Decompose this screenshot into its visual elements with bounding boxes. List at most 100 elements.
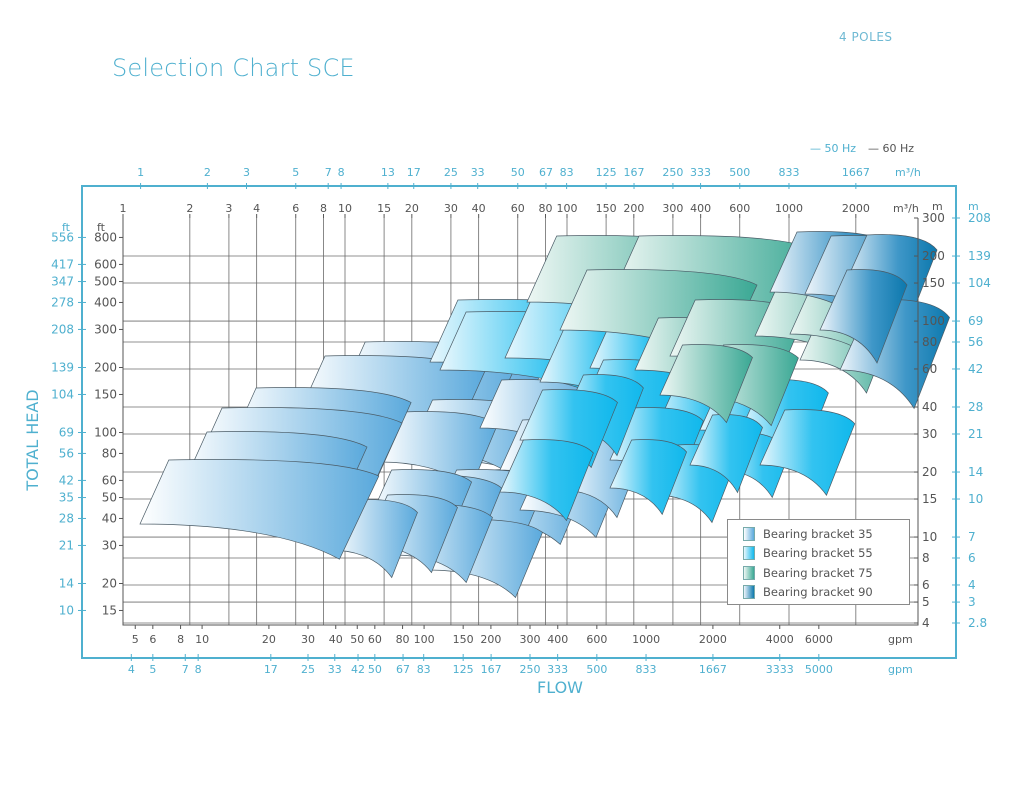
- svg-text:5: 5: [292, 166, 299, 179]
- svg-text:6: 6: [922, 578, 930, 592]
- svg-text:gpm: gpm: [888, 633, 913, 646]
- svg-text:28: 28: [968, 400, 983, 414]
- svg-text:5: 5: [922, 595, 930, 609]
- svg-text:4: 4: [128, 663, 135, 676]
- svg-text:4: 4: [253, 202, 260, 215]
- svg-text:3: 3: [243, 166, 250, 179]
- svg-text:125: 125: [596, 166, 617, 179]
- svg-text:300: 300: [922, 211, 945, 225]
- svg-text:600: 600: [729, 202, 750, 215]
- svg-text:6: 6: [968, 551, 976, 565]
- legend-50hz: — 50 Hz: [810, 142, 857, 155]
- svg-text:4: 4: [922, 616, 930, 630]
- svg-text:104: 104: [968, 276, 991, 290]
- svg-text:60: 60: [511, 202, 525, 215]
- svg-text:10: 10: [338, 202, 352, 215]
- svg-text:25: 25: [301, 663, 315, 676]
- svg-text:600: 600: [94, 257, 117, 271]
- svg-text:1667: 1667: [699, 663, 727, 676]
- svg-text:200: 200: [623, 202, 644, 215]
- svg-text:80: 80: [538, 202, 552, 215]
- svg-text:800: 800: [94, 230, 117, 244]
- svg-text:20: 20: [102, 576, 117, 590]
- svg-text:17: 17: [264, 663, 278, 676]
- svg-text:5000: 5000: [805, 663, 833, 676]
- svg-text:5: 5: [132, 633, 139, 646]
- svg-text:5: 5: [149, 663, 156, 676]
- axis-ticks: 1 2 3 4 6 8 10 15 20 30 40 60 80 100 150 200 300 400 600 10…: [51, 166, 991, 676]
- svg-text:10: 10: [922, 530, 937, 544]
- svg-text:600: 600: [586, 633, 607, 646]
- svg-text:3: 3: [225, 202, 232, 215]
- svg-text:8: 8: [177, 633, 184, 646]
- svg-text:1: 1: [137, 166, 144, 179]
- svg-text:ft: ft: [62, 221, 71, 234]
- svg-text:33: 33: [328, 663, 342, 676]
- svg-text:2: 2: [204, 166, 211, 179]
- svg-text:ft: ft: [97, 221, 106, 234]
- legend-item: Bearing bracket 75: [728, 563, 909, 583]
- svg-text:4: 4: [968, 578, 976, 592]
- svg-text:278: 278: [51, 295, 74, 309]
- svg-text:20: 20: [922, 465, 937, 479]
- bearing-bracket-90-swatch-icon: [743, 585, 755, 600]
- svg-text:200: 200: [94, 360, 117, 374]
- svg-text:8: 8: [195, 663, 202, 676]
- svg-text:250: 250: [520, 663, 541, 676]
- svg-text:30: 30: [102, 538, 117, 552]
- legend-item-label: Bearing bracket 90: [763, 585, 873, 600]
- svg-text:gpm: gpm: [888, 663, 913, 676]
- svg-text:150: 150: [94, 387, 117, 401]
- svg-text:150: 150: [453, 633, 474, 646]
- svg-text:83: 83: [417, 663, 431, 676]
- svg-text:20: 20: [405, 202, 419, 215]
- svg-text:56: 56: [59, 446, 74, 460]
- svg-text:150: 150: [596, 202, 617, 215]
- svg-text:104: 104: [51, 387, 74, 401]
- svg-text:m: m: [968, 200, 979, 213]
- svg-text:250: 250: [662, 166, 683, 179]
- svg-text:33: 33: [471, 166, 485, 179]
- bearing-bracket-75-swatch-icon: [743, 565, 755, 580]
- svg-text:400: 400: [690, 202, 711, 215]
- svg-text:139: 139: [968, 249, 991, 263]
- svg-text:6: 6: [149, 633, 156, 646]
- svg-text:208: 208: [968, 211, 991, 225]
- bearing-bracket-35-swatch-icon: [743, 526, 755, 541]
- svg-text:7: 7: [968, 530, 976, 544]
- svg-text:556: 556: [51, 230, 74, 244]
- svg-text:40: 40: [922, 400, 937, 414]
- legend-box: Bearing bracket 35 Bearing bracket 55 Bear…: [727, 519, 910, 605]
- svg-text:1: 1: [120, 202, 127, 215]
- svg-text:2000: 2000: [842, 202, 870, 215]
- svg-text:300: 300: [520, 633, 541, 646]
- svg-text:500: 500: [729, 166, 750, 179]
- svg-text:200: 200: [480, 633, 501, 646]
- svg-text:30: 30: [444, 202, 458, 215]
- svg-text:83: 83: [560, 166, 574, 179]
- svg-text:15: 15: [922, 492, 937, 506]
- svg-text:50: 50: [102, 491, 117, 505]
- x-axis-title: FLOW: [537, 678, 583, 697]
- svg-text:3333: 3333: [766, 663, 794, 676]
- svg-text:60: 60: [368, 633, 382, 646]
- svg-text:50: 50: [368, 663, 382, 676]
- svg-text:30: 30: [301, 633, 315, 646]
- svg-text:833: 833: [778, 166, 799, 179]
- poles-label: 4 POLES: [839, 30, 893, 44]
- svg-text:6000: 6000: [805, 633, 833, 646]
- axis-frames: [81, 185, 957, 659]
- svg-text:25: 25: [444, 166, 458, 179]
- svg-text:208: 208: [51, 322, 74, 336]
- svg-text:400: 400: [94, 295, 117, 309]
- legend-item-label: Bearing bracket 55: [763, 546, 873, 561]
- svg-text:15: 15: [377, 202, 391, 215]
- svg-text:28: 28: [59, 511, 74, 525]
- svg-text:8: 8: [320, 202, 327, 215]
- svg-text:35: 35: [59, 491, 74, 505]
- svg-text:80: 80: [102, 446, 117, 460]
- svg-text:347: 347: [51, 275, 74, 289]
- legend-60hz: — 60 Hz: [868, 142, 915, 155]
- svg-text:200: 200: [922, 249, 945, 263]
- svg-text:125: 125: [453, 663, 474, 676]
